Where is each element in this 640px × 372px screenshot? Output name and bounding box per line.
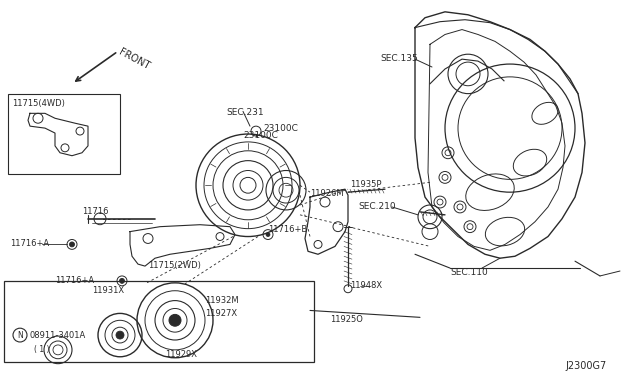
Text: 11716+B: 11716+B: [268, 225, 307, 234]
Text: SEC.135: SEC.135: [380, 54, 418, 63]
Circle shape: [266, 232, 270, 237]
Text: 11926M: 11926M: [310, 189, 344, 198]
Circle shape: [70, 242, 74, 247]
Text: 11927X: 11927X: [205, 310, 237, 318]
Bar: [4, 281, 314, 362]
Text: 11935P: 11935P: [350, 180, 381, 189]
Text: 11929X: 11929X: [165, 350, 197, 359]
Text: 11716+A: 11716+A: [10, 240, 49, 248]
Bar: [8, 94, 120, 174]
Text: 11925O: 11925O: [330, 315, 363, 324]
Circle shape: [169, 314, 181, 326]
Text: SEC.231: SEC.231: [226, 108, 264, 118]
Text: 11948X: 11948X: [350, 281, 382, 290]
Circle shape: [120, 278, 125, 283]
Text: ( 1 ): ( 1 ): [34, 345, 49, 354]
Text: SEC.110: SEC.110: [450, 268, 488, 277]
Text: 11716+A: 11716+A: [55, 276, 94, 285]
Text: SEC.210: SEC.210: [358, 202, 396, 211]
Text: FRONT: FRONT: [117, 47, 152, 72]
Text: 23100C: 23100C: [243, 131, 278, 140]
Text: J2300G7: J2300G7: [565, 361, 606, 371]
Circle shape: [116, 331, 124, 339]
Text: 23100C: 23100C: [263, 124, 298, 133]
Text: 11715(4WD): 11715(4WD): [12, 99, 65, 108]
Text: N: N: [17, 331, 23, 340]
Text: 11715(2WD): 11715(2WD): [148, 261, 201, 270]
Text: 11932M: 11932M: [205, 296, 239, 305]
Text: 11716: 11716: [82, 207, 109, 216]
Text: 08911-3401A: 08911-3401A: [30, 331, 86, 340]
Text: 11931X: 11931X: [92, 286, 124, 295]
